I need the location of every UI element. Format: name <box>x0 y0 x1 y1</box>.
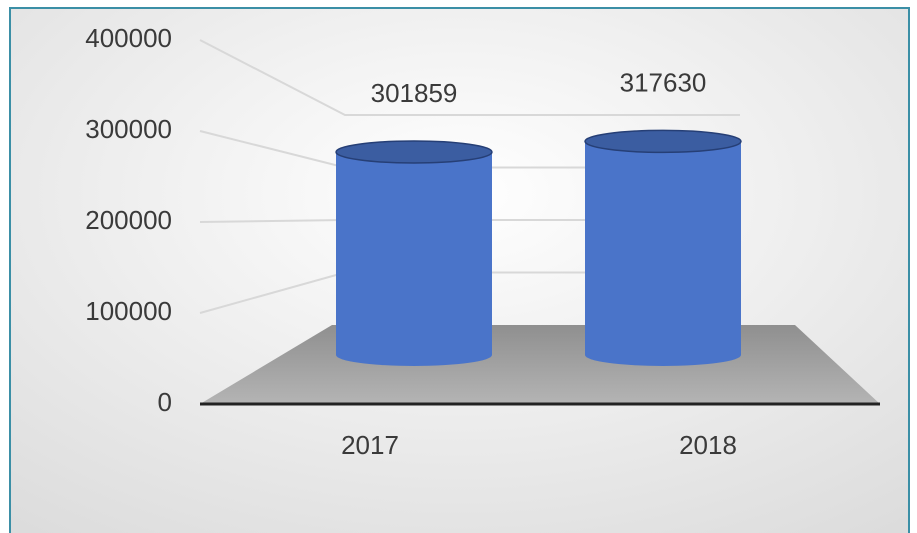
cylinder-top <box>335 140 493 164</box>
cylinder-top <box>584 129 742 154</box>
data-label: 317630 <box>620 67 707 97</box>
x-tick-label: 2018 <box>679 430 737 460</box>
grid-line <box>199 39 740 116</box>
y-tick-label: 200000 <box>85 205 172 235</box>
data-label: 301859 <box>371 78 458 108</box>
y-tick-label: 300000 <box>85 114 172 144</box>
x-tick-label: 2017 <box>341 430 399 460</box>
cylinder-body <box>585 141 741 366</box>
y-tick-label: 100000 <box>85 296 172 326</box>
y-tick-label: 400000 <box>85 23 172 53</box>
y-tick-label: 0 <box>158 387 172 417</box>
cylinder-body <box>336 151 492 366</box>
